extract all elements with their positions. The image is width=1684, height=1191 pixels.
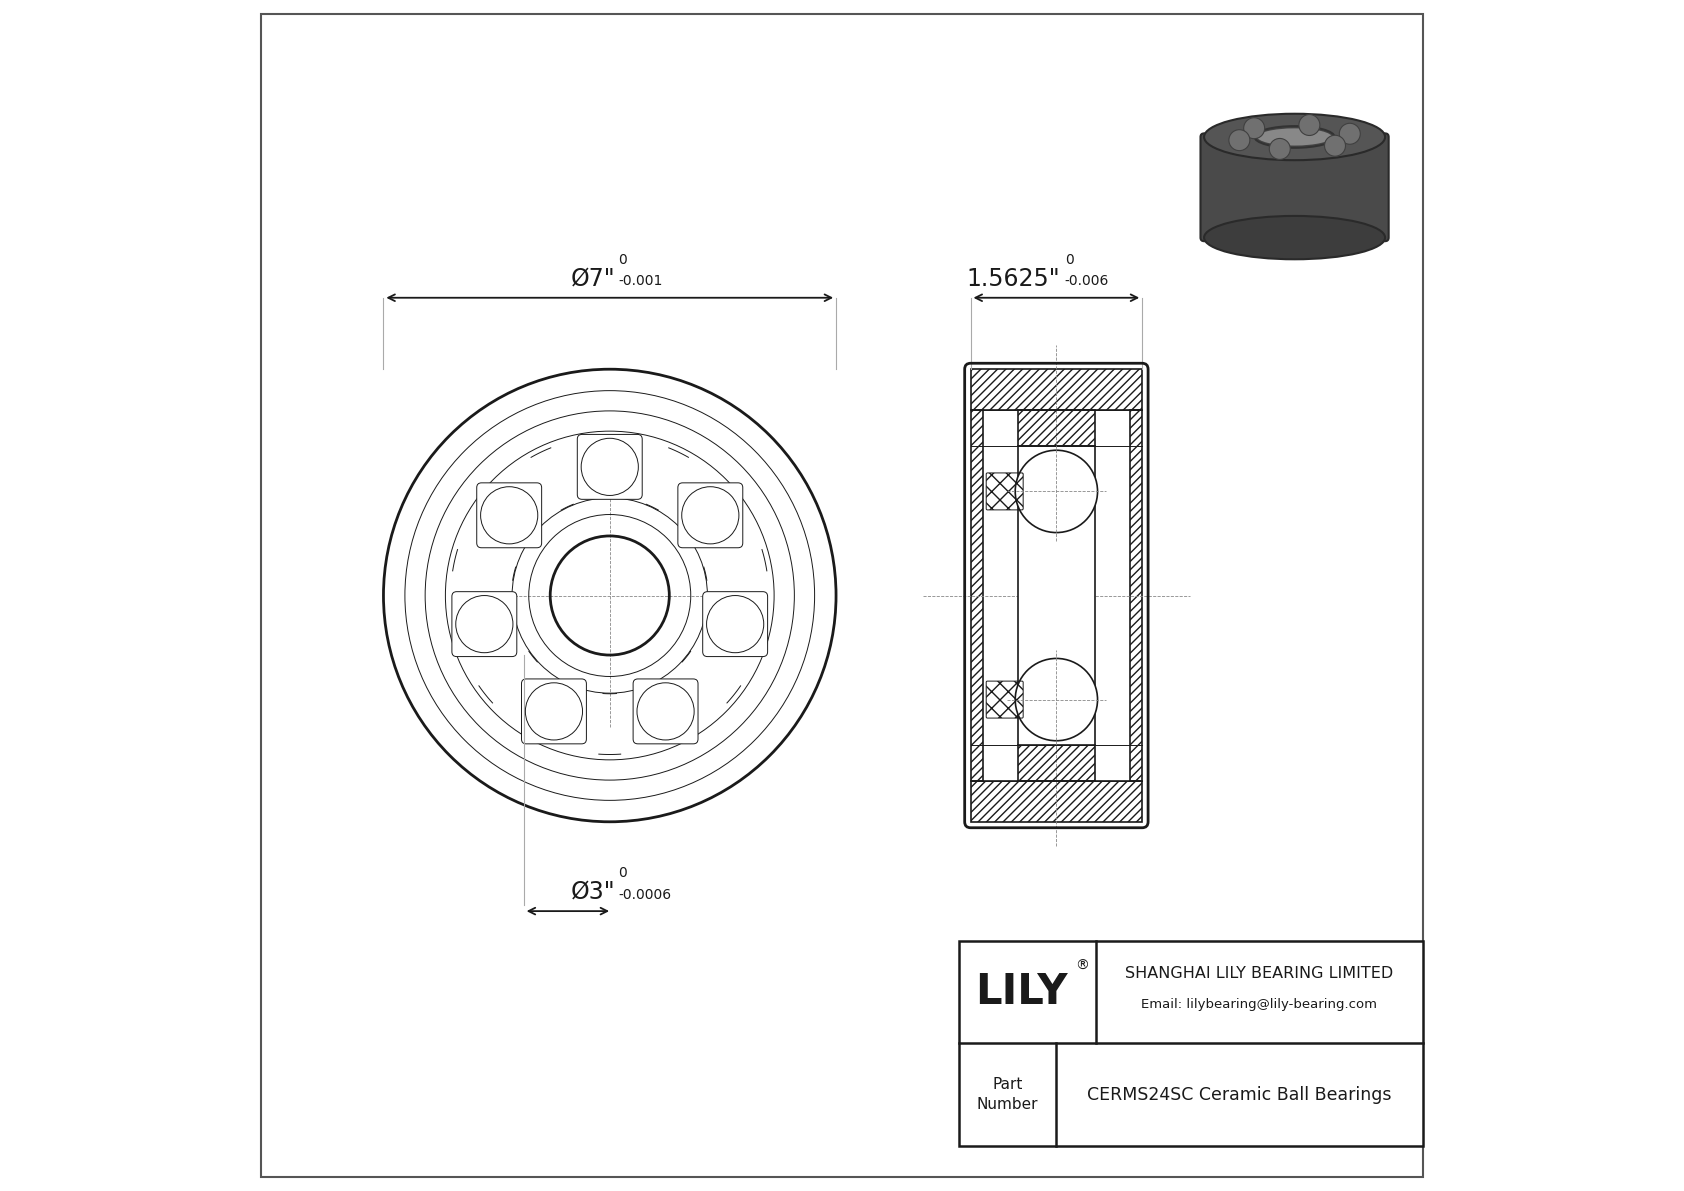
Circle shape	[1244, 118, 1265, 138]
Text: 0: 0	[618, 866, 626, 880]
Bar	[1017, 744, 1095, 781]
FancyBboxPatch shape	[578, 435, 642, 499]
FancyBboxPatch shape	[522, 679, 586, 744]
Circle shape	[682, 487, 739, 544]
FancyBboxPatch shape	[702, 592, 768, 656]
Circle shape	[581, 438, 638, 495]
Text: -0.006: -0.006	[1064, 274, 1110, 288]
Ellipse shape	[1204, 113, 1386, 160]
Text: LILY: LILY	[975, 971, 1068, 1014]
Text: -0.001: -0.001	[618, 274, 662, 288]
Text: Ø7": Ø7"	[571, 267, 616, 291]
FancyBboxPatch shape	[451, 592, 517, 656]
Text: SHANGHAI LILY BEARING LIMITED: SHANGHAI LILY BEARING LIMITED	[1125, 966, 1394, 980]
Circle shape	[456, 596, 514, 653]
Circle shape	[1298, 114, 1320, 136]
Bar	[958, 941, 1423, 1146]
Circle shape	[1339, 124, 1361, 144]
Bar	[970, 410, 983, 781]
Text: ®: ®	[1074, 959, 1090, 973]
FancyBboxPatch shape	[1201, 133, 1389, 241]
Text: 0: 0	[1064, 252, 1073, 267]
Text: Part
Number: Part Number	[977, 1077, 1039, 1112]
Circle shape	[1015, 659, 1098, 741]
Circle shape	[1229, 130, 1250, 150]
Circle shape	[480, 487, 537, 544]
Circle shape	[1270, 138, 1290, 160]
Bar	[1130, 410, 1142, 781]
Circle shape	[525, 682, 583, 740]
Circle shape	[1015, 450, 1098, 532]
Bar	[1017, 410, 1095, 447]
Bar	[970, 369, 1142, 410]
Text: 1.5625": 1.5625"	[967, 267, 1059, 291]
FancyBboxPatch shape	[477, 482, 542, 548]
Text: 0: 0	[618, 252, 626, 267]
Text: Ø3": Ø3"	[571, 880, 616, 904]
Ellipse shape	[1204, 216, 1386, 260]
Circle shape	[637, 682, 694, 740]
Bar	[1017, 447, 1095, 744]
FancyBboxPatch shape	[679, 482, 743, 548]
Text: CERMS24SC Ceramic Ball Bearings: CERMS24SC Ceramic Ball Bearings	[1088, 1085, 1393, 1104]
Text: -0.0006: -0.0006	[618, 887, 672, 902]
Text: Email: lilybearing@lily-bearing.com: Email: lilybearing@lily-bearing.com	[1142, 998, 1378, 1010]
Bar	[970, 781, 1142, 822]
Circle shape	[1325, 136, 1346, 156]
FancyBboxPatch shape	[633, 679, 699, 744]
Ellipse shape	[1256, 127, 1332, 146]
Circle shape	[707, 596, 765, 653]
